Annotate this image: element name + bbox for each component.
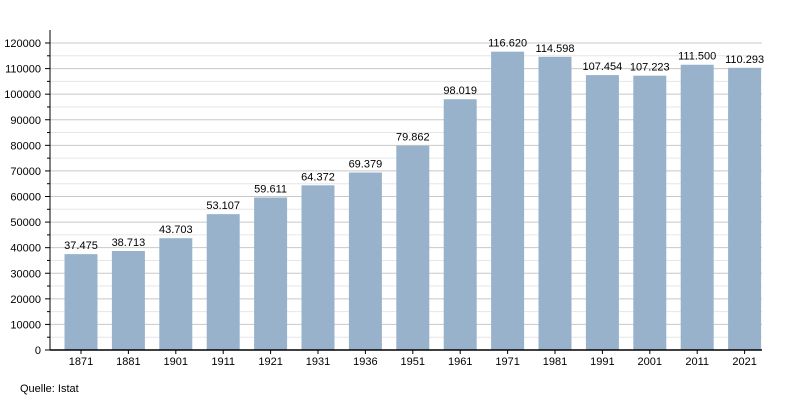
data-label: 111.500 — [678, 51, 716, 63]
y-tick-label: 100000 — [4, 89, 41, 101]
x-tick-label: 1911 — [211, 356, 235, 368]
bar-1981 — [538, 56, 572, 350]
x-tick-label: 1951 — [401, 356, 425, 368]
x-tick-label: 2001 — [638, 356, 662, 368]
data-label: 79.862 — [396, 132, 430, 144]
data-label: 110.293 — [725, 54, 764, 66]
bar-1901 — [159, 238, 193, 350]
data-label: 59.611 — [254, 183, 287, 195]
bar-1871 — [64, 254, 98, 350]
y-tick-label: 110000 — [5, 64, 41, 76]
x-tick-label: 1871 — [69, 356, 93, 368]
source-note: Quelle: Istat — [20, 383, 79, 395]
y-tick-label: 80000 — [10, 140, 41, 152]
bar-2011 — [680, 64, 714, 350]
data-label: 107.223 — [630, 62, 670, 74]
y-tick-label: 120000 — [4, 38, 41, 50]
y-tick-label: 0 — [35, 345, 41, 357]
x-tick-label: 1971 — [495, 356, 519, 368]
bar-1911 — [206, 214, 240, 350]
y-tick-label: 10000 — [10, 319, 41, 331]
data-label: 107.454 — [583, 61, 623, 73]
bar-2001 — [633, 75, 667, 350]
y-tick-label: 70000 — [10, 166, 41, 178]
data-label: 116.620 — [488, 38, 527, 50]
bar-1991 — [585, 75, 619, 350]
x-tick-label: 1901 — [164, 356, 188, 368]
data-label: 43.703 — [159, 224, 193, 236]
y-tick-label: 90000 — [10, 115, 41, 127]
bar-1881 — [111, 250, 145, 350]
bar-2021 — [728, 67, 762, 350]
x-tick-label: 1931 — [306, 356, 330, 368]
x-tick-label: 1936 — [353, 356, 377, 368]
data-label: 64.372 — [301, 171, 335, 183]
data-label: 53.107 — [206, 200, 240, 212]
bar-1936 — [348, 172, 382, 350]
y-tick-label: 40000 — [10, 243, 41, 255]
data-label: 98.019 — [443, 85, 477, 97]
x-tick-label: 2011 — [685, 356, 709, 368]
x-tick-label: 1991 — [590, 356, 614, 368]
y-tick-label: 20000 — [10, 294, 41, 306]
data-label: 69.379 — [349, 159, 383, 171]
y-tick-label: 50000 — [10, 217, 41, 229]
bar-1931 — [301, 185, 335, 350]
y-tick-label: 30000 — [10, 268, 41, 280]
x-tick-label: 2021 — [732, 356, 756, 368]
data-label: 37.475 — [64, 240, 98, 252]
bar-1921 — [254, 197, 288, 350]
x-tick-label: 1981 — [543, 356, 567, 368]
y-tick-label: 60000 — [10, 192, 41, 204]
x-tick-label: 1881 — [116, 356, 140, 368]
x-tick-label: 1961 — [448, 356, 472, 368]
data-label: 114.598 — [536, 43, 575, 55]
data-label: 38.713 — [112, 237, 146, 249]
x-tick-label: 1921 — [258, 356, 282, 368]
bar-1961 — [443, 99, 477, 350]
bar-1971 — [491, 51, 525, 351]
bar-1951 — [396, 145, 430, 350]
